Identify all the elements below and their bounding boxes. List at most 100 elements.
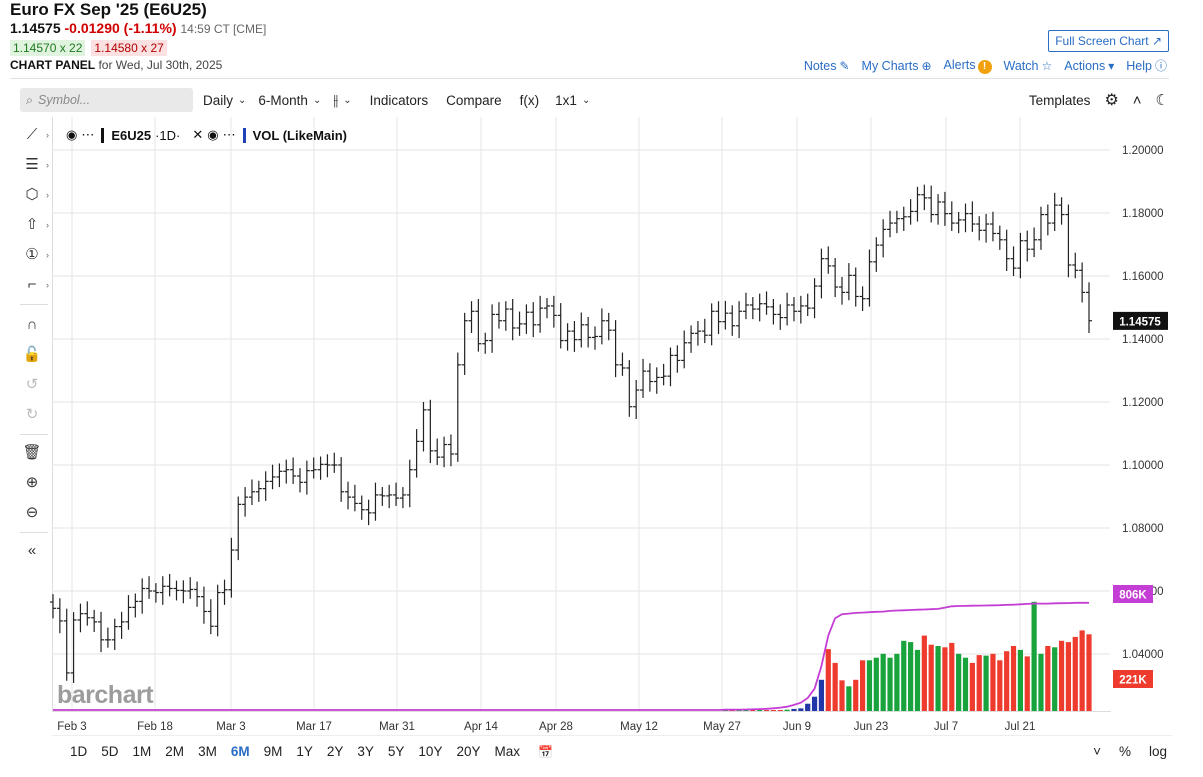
- volume-bar: [983, 655, 989, 711]
- volume-bar: [1079, 630, 1085, 711]
- log-toggle[interactable]: log: [1148, 744, 1167, 759]
- barchart-logo: barchart: [57, 681, 154, 709]
- volume-bar: [1031, 601, 1037, 711]
- actions-menu[interactable]: Actions ▾: [1064, 59, 1114, 73]
- zoom-out-button[interactable]: ⊖: [20, 502, 44, 524]
- eye-icon[interactable]: ◉: [207, 127, 219, 142]
- range-label: 6-Month: [258, 92, 308, 108]
- layout-dropdown[interactable]: 1x1 ⌄: [555, 93, 590, 108]
- volume-bar: [1024, 656, 1030, 711]
- volume-bar: [1058, 640, 1065, 711]
- settings-gear-icon[interactable]: ⚙: [1104, 92, 1119, 109]
- period-2m[interactable]: 2M: [165, 744, 185, 759]
- period-5d[interactable]: 5D: [101, 744, 119, 759]
- lock-tool[interactable]: 🔓: [20, 344, 44, 366]
- help-link[interactable]: Help ⓘ: [1126, 57, 1167, 74]
- period-max[interactable]: Max: [494, 744, 520, 759]
- templates-button[interactable]: Templates: [1028, 92, 1091, 108]
- shape-tool[interactable]: ⬡ ›: [20, 184, 49, 206]
- interval-dropdown[interactable]: Daily ⌄: [203, 93, 246, 108]
- volume-bar: [825, 649, 831, 711]
- trendline-tool[interactable]: ⟋ ›: [20, 124, 49, 146]
- instrument-title: Euro FX Sep '25 (E6U25): [10, 0, 207, 19]
- percent-toggle[interactable]: %: [1118, 744, 1131, 759]
- my-charts-link[interactable]: My Charts ⊕: [862, 59, 932, 73]
- redo-button[interactable]: ↻: [20, 404, 44, 426]
- study-color-swatch: [242, 127, 246, 143]
- watch-link[interactable]: Watch ☆: [1004, 59, 1053, 73]
- eye-icon[interactable]: ◉: [66, 127, 78, 142]
- volume-bar: [1010, 646, 1017, 711]
- volume-bar: [777, 709, 783, 711]
- chevron-right-icon: ›: [46, 190, 49, 200]
- delete-drawings-button[interactable]: 🗑: [20, 442, 44, 464]
- dark-mode-moon-icon[interactable]: ☾: [1155, 92, 1169, 109]
- volume-marker: [1113, 670, 1153, 688]
- period-6m[interactable]: 6M: [230, 744, 250, 759]
- volume-ma-marker: [1113, 585, 1153, 603]
- chevron-down-icon: ⌄: [343, 94, 352, 106]
- series-color-swatch: [101, 127, 105, 143]
- measure-tool[interactable]: ⌐ ›: [20, 274, 49, 296]
- y-tick-label: 1.10000: [1122, 460, 1164, 472]
- zoom-in-icon: ⊕: [25, 474, 39, 491]
- compare-button[interactable]: Compare: [446, 93, 502, 108]
- volume-bar: [832, 662, 838, 711]
- zoom-in-button[interactable]: ⊕: [20, 472, 44, 494]
- x-tick-label: Jun 9: [783, 721, 811, 733]
- period-1d[interactable]: 1D: [70, 744, 88, 759]
- collapse-toolbar-button[interactable]: «: [20, 540, 44, 562]
- fibonacci-icon: ☰: [25, 156, 39, 173]
- period-1m[interactable]: 1M: [132, 744, 152, 759]
- period-10y[interactable]: 10Y: [418, 744, 443, 759]
- period-3y[interactable]: 3Y: [357, 744, 374, 759]
- volume-bar: [1038, 653, 1044, 711]
- collapse-down-icon[interactable]: ˅: [1093, 744, 1101, 759]
- period-20y[interactable]: 20Y: [456, 744, 481, 759]
- symbol-search-input[interactable]: ⌕ Symbol...: [20, 88, 193, 112]
- fx-button[interactable]: f(x): [520, 93, 540, 108]
- watch-label: Watch: [1003, 58, 1039, 73]
- volume-bar: [880, 653, 886, 711]
- undo-button[interactable]: ↺: [20, 374, 44, 396]
- notes-link[interactable]: Notes ✎: [804, 59, 850, 73]
- y-tick-label: 1.08000: [1122, 523, 1164, 535]
- period-2y[interactable]: 2Y: [326, 744, 344, 759]
- y-tick-label: 1.04000: [1122, 649, 1164, 661]
- alerts-link[interactable]: Alerts!: [944, 58, 992, 74]
- fib-tool[interactable]: ☰ ›: [20, 154, 49, 176]
- magnet-tool[interactable]: ∩: [20, 314, 44, 336]
- chevron-right-icon: ›: [46, 130, 49, 140]
- calendar-icon[interactable]: 📅: [538, 744, 553, 759]
- y-tick-label: 1.16000: [1122, 271, 1164, 283]
- chevron-down-icon: ⌄: [238, 94, 247, 106]
- x-tick-label: Apr 28: [539, 721, 573, 733]
- x-tick-label: Mar 3: [216, 721, 245, 733]
- x-tick-label: May 27: [703, 721, 741, 733]
- full-screen-chart-button[interactable]: Full Screen Chart ↗: [1048, 30, 1169, 52]
- redo-icon: ↻: [25, 406, 39, 423]
- x-tick-label: Feb 3: [57, 721, 86, 733]
- annotation-tool[interactable]: ① ›: [20, 244, 49, 266]
- chevron-down-icon: ⌄: [312, 94, 322, 106]
- chart-type-dropdown[interactable]: ⫲ ⌄: [333, 92, 351, 109]
- more-icon[interactable]: ⋯: [222, 127, 236, 142]
- range-dropdown[interactable]: 6-Month ⌄: [258, 93, 321, 108]
- period-5y[interactable]: 5Y: [387, 744, 405, 759]
- arrow-tool[interactable]: ⇧ ›: [20, 214, 49, 236]
- more-icon[interactable]: ⋯: [81, 127, 95, 142]
- period-9m[interactable]: 9M: [263, 744, 283, 759]
- legend-period: ·1D·: [155, 127, 181, 143]
- close-icon[interactable]: ✕: [192, 127, 204, 142]
- volume-bar: [839, 680, 845, 711]
- volume-bar: [908, 642, 914, 711]
- quote-time: 14:59 CT [CME]: [180, 22, 267, 36]
- collapse-up-icon[interactable]: ˄: [1132, 91, 1142, 109]
- volume-bar: [935, 646, 941, 711]
- y-tick-label: 1.14000: [1122, 334, 1164, 346]
- volume-bar: [976, 655, 982, 711]
- period-1y[interactable]: 1Y: [296, 744, 313, 759]
- period-3m[interactable]: 3M: [198, 744, 217, 759]
- indicators-button[interactable]: Indicators: [370, 93, 429, 108]
